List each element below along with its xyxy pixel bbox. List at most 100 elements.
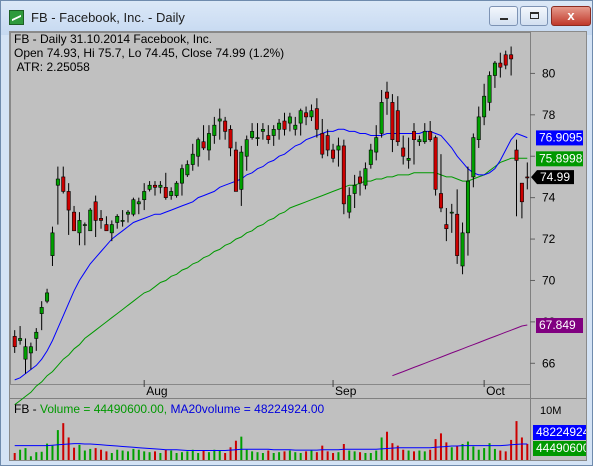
candle-body <box>120 220 125 222</box>
candle-body <box>55 178 60 186</box>
candle-body <box>347 195 352 213</box>
candle-body <box>223 120 228 132</box>
price-axis-label: 70 <box>542 273 556 287</box>
candle-body <box>18 338 23 341</box>
candle-body <box>422 131 427 143</box>
candle-body <box>482 95 487 118</box>
candle-body <box>401 147 406 157</box>
chart-canvas[interactable]: 6668707274767880AugSepOct76.909575.89987… <box>10 32 587 461</box>
price-axis-label: 66 <box>542 356 556 370</box>
candle-body <box>126 211 130 215</box>
candle-body <box>131 199 136 215</box>
candle-body <box>309 110 314 118</box>
candle-body <box>174 182 179 196</box>
window-title: FB - Facebook, Inc. - Daily <box>31 10 185 25</box>
candle-body <box>72 211 77 232</box>
volume-ma20-line <box>14 443 528 451</box>
x-axis-label-oct: Oct <box>486 384 505 398</box>
ma-value-label: 67.849 <box>539 318 576 332</box>
candle-body <box>196 139 201 157</box>
candle-body <box>217 118 222 122</box>
candle-body <box>250 131 255 138</box>
volume-header-value: Volume = 44490600.00, <box>40 402 168 416</box>
candle-body <box>444 224 449 230</box>
candle-body <box>45 292 50 302</box>
volume-header: FB - Volume = 44490600.00, MA20volume = … <box>14 402 324 416</box>
x-axis-label-aug: Aug <box>146 384 167 398</box>
chart-area[interactable]: 6668707274767880AugSepOct76.909575.89987… <box>9 31 587 461</box>
price-header-line2: Open 74.93, Hi 75.7, Lo 74.45, Close 74.… <box>14 46 285 60</box>
candle-body <box>331 149 336 159</box>
stock-chart-icon <box>9 10 24 25</box>
candle-body <box>88 209 93 232</box>
candle-body <box>99 218 104 221</box>
candle-body <box>460 232 465 267</box>
close-icon: x <box>567 8 575 23</box>
candle-body <box>498 62 503 68</box>
candle-body <box>417 139 422 143</box>
candle-body <box>514 149 519 161</box>
candle-body <box>492 62 497 76</box>
ma-value-box <box>536 151 583 167</box>
candle-body <box>61 176 66 192</box>
candle-body <box>104 224 109 232</box>
candle-body <box>368 149 373 165</box>
ma200-line <box>392 324 528 377</box>
maximize-icon <box>530 12 539 19</box>
candle-body <box>336 145 341 151</box>
candle-body <box>471 137 476 178</box>
candle-body <box>39 307 44 314</box>
candle-body <box>115 215 120 223</box>
title-bar[interactable]: FB - Facebook, Inc. - Daily x <box>1 1 592 35</box>
volume-value-label: 44490600 <box>536 441 587 455</box>
minimize-button[interactable] <box>489 6 518 26</box>
price-axis-label: 80 <box>542 66 556 80</box>
candle-body <box>385 91 389 99</box>
candle-body <box>34 331 39 339</box>
candle-body <box>233 149 238 192</box>
candle-body <box>509 54 514 60</box>
x-axis-label-sep: Sep <box>335 384 357 398</box>
candle-body <box>314 108 319 130</box>
candle-body <box>438 193 443 209</box>
candle-body <box>212 124 217 136</box>
candle-body <box>325 135 330 151</box>
ma-value-label: 76.9095 <box>539 130 583 144</box>
candle-body <box>406 158 411 161</box>
candle-body <box>244 139 249 157</box>
maximize-button[interactable] <box>520 6 548 26</box>
candle-body <box>190 153 195 165</box>
candle-body <box>503 54 508 66</box>
price-pane-frame <box>10 32 531 385</box>
candle-body <box>287 116 292 124</box>
candle-body <box>519 182 524 203</box>
candle-body <box>82 224 87 226</box>
candle-body <box>28 346 33 354</box>
volume-axis-label: 10M <box>540 405 561 417</box>
candle-body <box>487 75 492 103</box>
minimize-icon <box>500 18 508 20</box>
candle-body <box>201 141 206 149</box>
ma-value-box <box>536 130 583 146</box>
candle-body <box>449 211 454 214</box>
close-button[interactable]: x <box>551 6 591 26</box>
candle-body <box>465 180 470 234</box>
candle-body <box>66 191 71 211</box>
price-axis-label: 74 <box>542 191 556 205</box>
candle-body <box>341 145 346 205</box>
candle-body <box>93 201 98 221</box>
price-header-line1: FB - Daily 31.10.2014 Facebook, Inc. <box>14 32 213 46</box>
candle-body <box>23 346 28 360</box>
volume-header-prefix: FB - <box>14 402 40 416</box>
candle-body <box>282 120 287 130</box>
volume-header-ma: MA20volume = 48224924.00 <box>167 402 325 416</box>
candle-body <box>185 164 190 176</box>
candle-body <box>136 201 141 205</box>
candle-body <box>379 102 384 134</box>
candle-body <box>147 184 152 190</box>
candle-body <box>363 168 368 186</box>
ma20-line <box>14 128 528 381</box>
ma50-line <box>14 157 528 406</box>
candle-body <box>163 186 168 198</box>
